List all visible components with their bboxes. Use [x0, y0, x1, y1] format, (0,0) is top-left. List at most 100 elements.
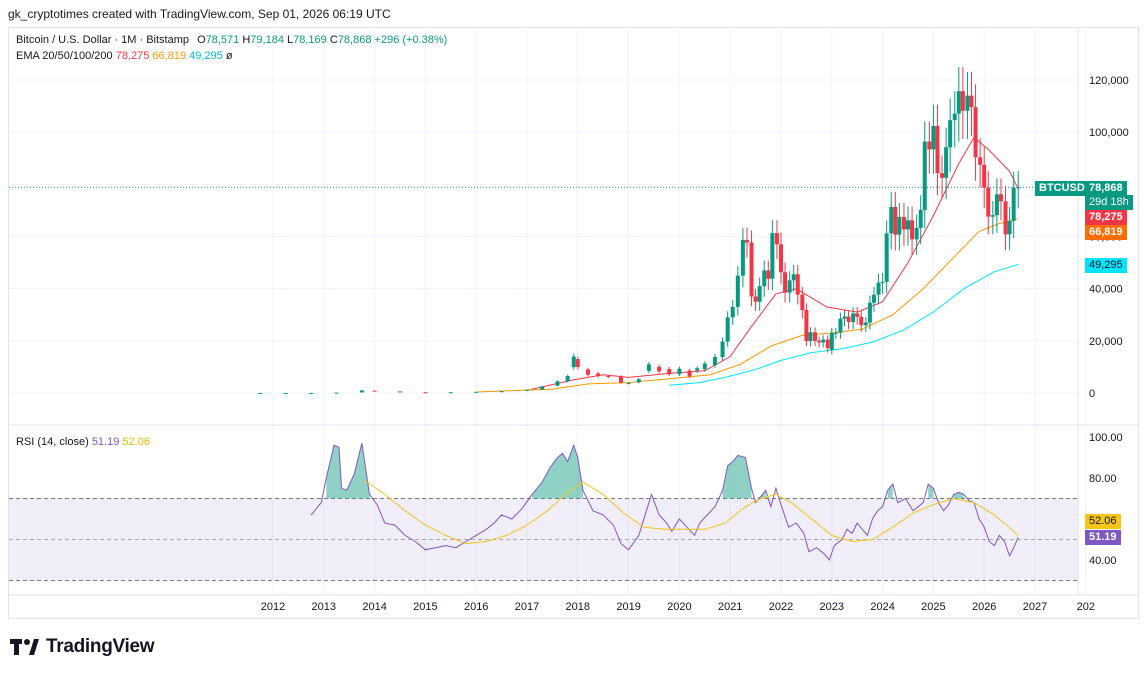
candle-body — [309, 392, 314, 394]
time-axis-tick-label: 2013 — [312, 601, 336, 613]
candle-body — [982, 164, 987, 188]
time-axis-tick-label: 2023 — [820, 601, 844, 613]
candle-body — [749, 242, 754, 297]
ema-line — [526, 136, 1019, 391]
candle-body — [893, 207, 898, 235]
candle-body — [940, 173, 945, 178]
candle-body — [398, 391, 402, 393]
low-label: L — [287, 34, 294, 46]
candle-body — [846, 316, 851, 323]
candle-body — [825, 339, 830, 349]
candle-body — [808, 332, 813, 342]
candle-body — [842, 316, 847, 319]
candle-body — [448, 392, 453, 394]
time-axis-tick-label: 2027 — [1023, 601, 1047, 613]
candle-body — [821, 339, 826, 343]
open-label: O — [197, 34, 206, 46]
candle-body — [657, 366, 662, 372]
time-axis-tick-label: 2025 — [921, 601, 945, 613]
ema-legend: EMA 20/50/100/200 78,275 66,819 49,295 ø — [16, 50, 233, 62]
tradingview-logo-icon — [10, 639, 39, 655]
candle-body — [851, 313, 856, 323]
candle-body — [565, 376, 570, 382]
ema-line — [669, 263, 1019, 386]
close-label: C — [329, 34, 338, 46]
candle-body — [618, 376, 623, 383]
candle-body — [813, 332, 818, 341]
candle-body — [969, 95, 974, 108]
ema-line — [476, 218, 1019, 393]
candle-body — [956, 91, 961, 114]
tradingview-logo[interactable]: TradingView — [10, 636, 155, 658]
candle-body — [555, 381, 560, 386]
ema-label: EMA 20/50/100/200 — [16, 50, 113, 62]
candle-body — [973, 107, 978, 158]
time-axis-tick-label: 2024 — [870, 601, 894, 613]
rsi-ma-line — [364, 479, 1019, 545]
time-axis-tick-label: 2020 — [667, 601, 691, 613]
candle-body — [667, 369, 672, 375]
candle-body — [770, 233, 775, 279]
candle-body — [855, 313, 860, 317]
rsi-ma-tag: 52.06 — [1085, 514, 1121, 529]
candle-body — [876, 282, 881, 295]
candle-body — [833, 332, 838, 334]
price-axis-tick-label: 40,000 — [1089, 284, 1123, 296]
candle-body — [783, 272, 788, 293]
candle-body — [372, 390, 377, 392]
candle-body — [423, 392, 428, 394]
price-axis-tick-label: 0 — [1089, 388, 1095, 400]
time-axis-tick-label: 2015 — [413, 601, 437, 613]
candle-body — [791, 274, 796, 281]
candle-body — [889, 207, 894, 234]
candle-body — [687, 370, 692, 377]
candle-body — [606, 376, 611, 378]
time-axis-tick-label: 202 — [1077, 601, 1095, 613]
candle-body — [334, 392, 339, 394]
candle-body — [646, 364, 651, 371]
candle-body — [720, 341, 725, 358]
price-axis-tick-label: 120,000 — [1089, 75, 1129, 87]
candle-body — [1007, 220, 1012, 235]
ema100-value: 49,295 — [189, 50, 223, 62]
candle-body — [986, 187, 991, 217]
candle-body — [766, 270, 771, 279]
candle-body — [525, 389, 529, 391]
candle-body — [978, 157, 983, 165]
candle-body — [880, 281, 885, 283]
candle-body — [695, 368, 700, 371]
candle-body — [744, 239, 749, 243]
candle-body — [540, 386, 545, 390]
candle-body — [712, 357, 717, 366]
countdown-tag: 29d 18h — [1085, 195, 1133, 210]
candle-body — [897, 216, 902, 235]
candle-body — [725, 317, 730, 342]
candle-body — [571, 356, 576, 368]
rsi-legend: RSI (14, close) 51.19 52.06 — [16, 436, 150, 448]
ema200-value: ø — [225, 50, 233, 62]
rsi-axis-tick-label: 40.00 — [1089, 555, 1117, 567]
rsi-label: RSI (14, close) — [16, 436, 89, 448]
rsi-overbought-fill — [887, 484, 893, 499]
rsi-axis-tick-label: 80.00 — [1089, 473, 1117, 485]
candle-body — [258, 392, 263, 394]
candle-body — [901, 216, 906, 230]
candle-body — [863, 322, 868, 326]
candle-body — [795, 274, 800, 295]
candle-body — [677, 368, 682, 375]
candle-body — [787, 280, 792, 293]
candle-body — [575, 359, 580, 367]
candle-body — [499, 391, 504, 393]
high-value: 79,184 — [250, 34, 284, 46]
close-value: 78,868 — [337, 34, 372, 46]
candle-body — [702, 363, 707, 370]
time-axis-tick-label: 2017 — [515, 601, 539, 613]
symbol-name: Bitcoin / U.S. Dollar · 1M · Bitstamp — [16, 34, 189, 46]
rsi-axis-tick-label: 100.00 — [1089, 432, 1123, 444]
candle-body — [838, 318, 843, 333]
candle-body — [757, 286, 762, 302]
candle-body — [948, 120, 953, 148]
candle-body — [935, 125, 940, 174]
candle-body — [1016, 187, 1021, 189]
